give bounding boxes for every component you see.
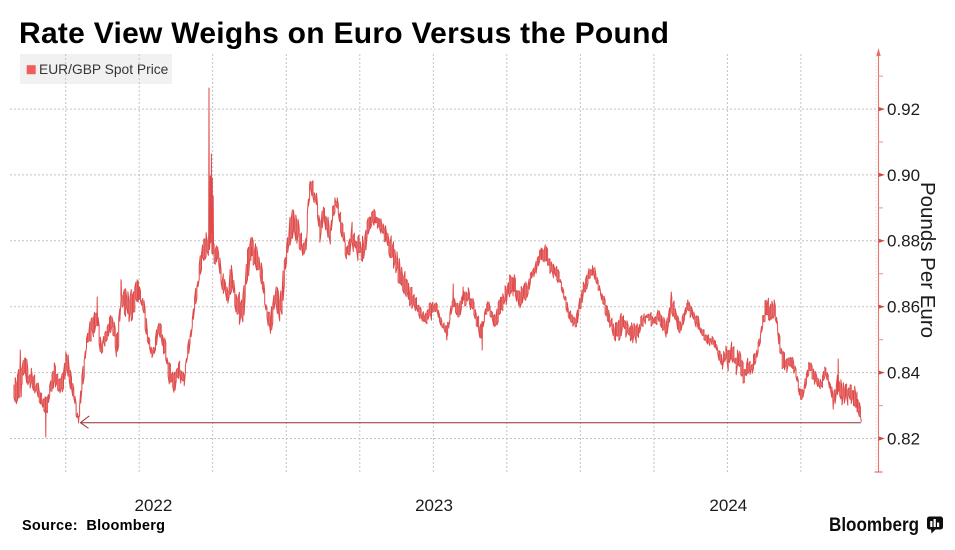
svg-text:0.86: 0.86	[887, 298, 920, 317]
svg-text:0.84: 0.84	[887, 364, 920, 383]
svg-text:Bloomberg: Bloomberg	[829, 515, 919, 536]
svg-text:0.82: 0.82	[887, 429, 920, 448]
svg-text:0.92: 0.92	[887, 100, 920, 119]
svg-text:0.90: 0.90	[887, 166, 920, 185]
svg-text:EUR/GBP Spot Price: EUR/GBP Spot Price	[39, 62, 169, 77]
svg-text:0.88: 0.88	[887, 232, 920, 251]
svg-text:Rate View Weighs on Euro Versu: Rate View Weighs on Euro Versus the Poun…	[19, 17, 669, 50]
svg-text:2024: 2024	[709, 496, 747, 515]
svg-text:2023: 2023	[415, 496, 453, 515]
svg-text:Source: Bloomberg: Source: Bloomberg	[22, 518, 165, 534]
svg-text:2022: 2022	[134, 496, 172, 515]
svg-text:Pounds Per Euro: Pounds Per Euro	[916, 182, 939, 338]
